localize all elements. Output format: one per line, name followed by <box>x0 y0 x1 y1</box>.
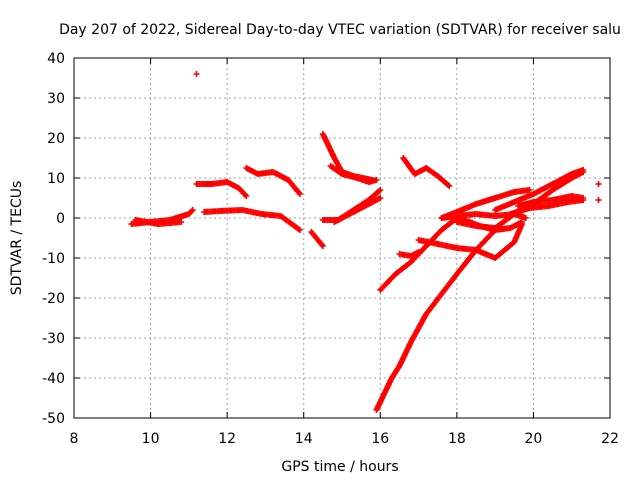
isolated-point <box>193 71 200 77</box>
data-point <box>522 215 529 221</box>
data-point <box>445 182 452 188</box>
y-axis-label: SDTVAR / TECUs <box>9 181 25 296</box>
x-tick-label: 18 <box>448 431 466 447</box>
isolated-point <box>595 181 602 187</box>
chart-title: Day 207 of 2022, Sidereal Day-to-day VTE… <box>59 22 621 38</box>
data-point <box>377 187 384 193</box>
isolated-point <box>595 197 602 203</box>
data-point <box>296 191 303 197</box>
y-tick-label: 30 <box>47 91 65 107</box>
x-tick-label: 20 <box>525 431 543 447</box>
grid-lines <box>74 58 610 418</box>
data-point <box>296 227 303 233</box>
data-point <box>376 188 383 194</box>
x-axis-label: GPS time / hours <box>281 459 398 475</box>
x-tick-label: 10 <box>142 431 160 447</box>
data-point <box>415 249 422 255</box>
data-point <box>580 167 587 173</box>
data-point <box>243 193 250 199</box>
data-point <box>242 191 249 198</box>
y-tick-label: -50 <box>42 411 65 427</box>
data-point <box>580 197 587 203</box>
x-tick-label: 16 <box>371 431 389 447</box>
data-point <box>526 187 533 193</box>
y-tick-label: -40 <box>42 371 65 387</box>
data-point <box>518 219 525 225</box>
y-tick-label: -20 <box>42 291 65 307</box>
x-tick-label: 22 <box>601 431 619 447</box>
data-point <box>189 207 196 213</box>
data-point <box>319 243 326 249</box>
x-tick-label: 12 <box>218 431 236 447</box>
x-tick-label: 8 <box>70 431 79 447</box>
y-tick-label: -10 <box>42 251 65 267</box>
y-tick-label: -30 <box>42 331 65 347</box>
data-point <box>377 195 384 201</box>
plot-frame <box>73 57 611 419</box>
y-tick-label: 10 <box>47 171 65 187</box>
x-axis: 8 10 12 14 16 18 20 22 <box>70 58 619 447</box>
data-points <box>128 71 602 413</box>
data-point <box>178 219 185 225</box>
y-tick-label: 0 <box>56 211 65 227</box>
y-axis: -50 -40 -30 -20 -10 0 10 20 30 40 <box>42 51 610 427</box>
y-tick-label: 20 <box>47 131 65 147</box>
data-point <box>373 177 380 183</box>
data-point <box>446 183 453 189</box>
y-tick-label: 40 <box>47 51 65 67</box>
x-tick-label: 14 <box>295 431 313 447</box>
